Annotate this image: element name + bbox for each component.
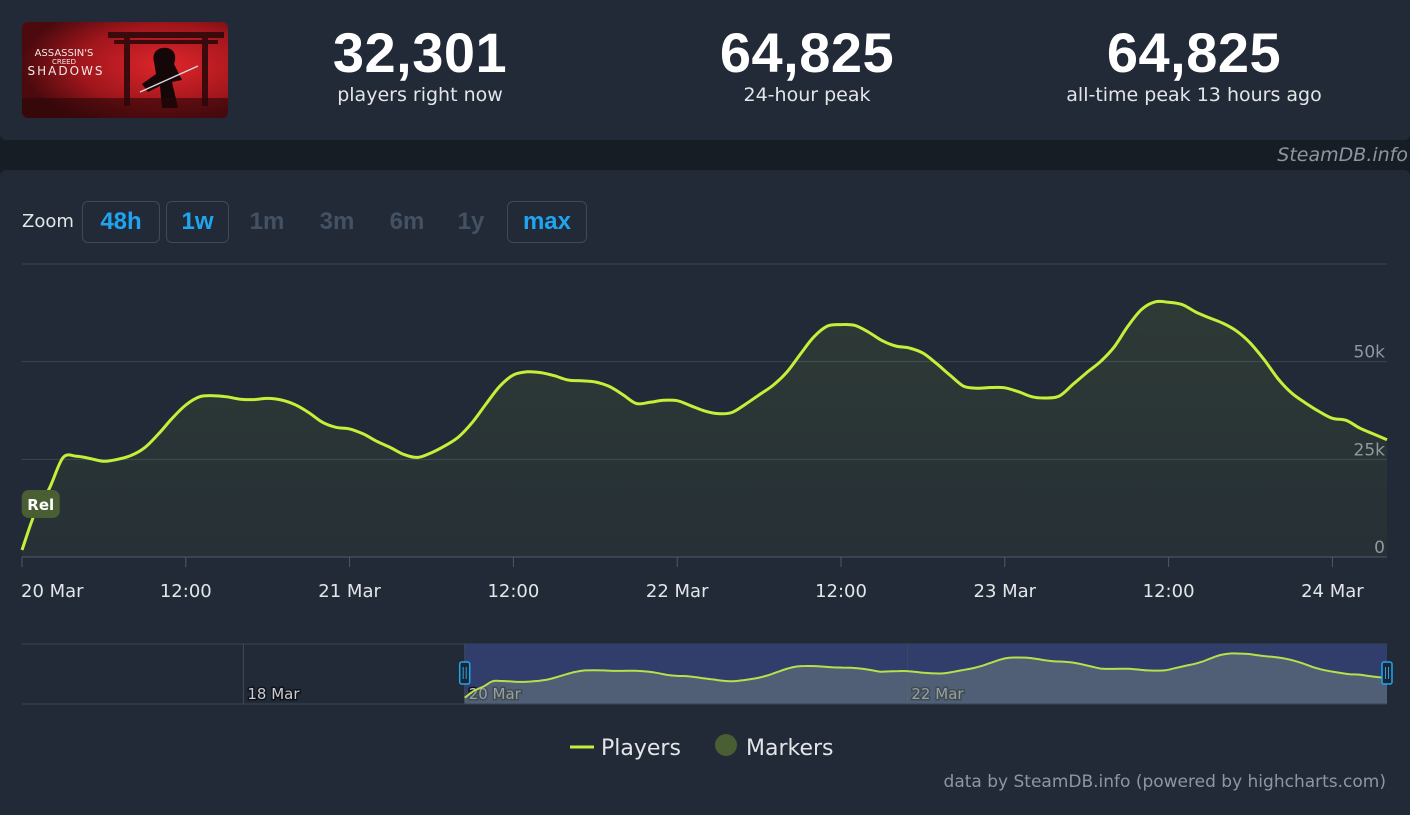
all-time-peak-stat: 64,825 all-time peak 13 hours ago xyxy=(1044,21,1344,107)
zoom-3m-button: 3m xyxy=(319,208,355,235)
zoom-1w-button[interactable]: 1w xyxy=(166,201,229,243)
day-peak-value: 64,825 xyxy=(719,21,895,84)
steamdb-watermark: SteamDB.info xyxy=(1277,144,1408,166)
svg-text:SHADOWS: SHADOWS xyxy=(27,64,104,78)
stats-panel: ASSASSIN'S CREED SHADOWS 32,301 players … xyxy=(0,0,1410,140)
day-peak-stat: 64,825 24-hour peak xyxy=(687,21,927,107)
zoom-6m-button: 6m xyxy=(389,208,425,235)
current-players-stat: 32,301 players right now xyxy=(320,21,520,107)
svg-text:ASSASSIN'S: ASSASSIN'S xyxy=(35,48,94,59)
zoom-label: Zoom xyxy=(22,211,74,232)
zoom-1y-button: 1y xyxy=(457,208,485,235)
current-players-value: 32,301 xyxy=(332,21,508,84)
game-header-image[interactable]: ASSASSIN'S CREED SHADOWS xyxy=(22,22,228,118)
day-peak-label: 24-hour peak xyxy=(743,84,871,106)
credits-link[interactable]: data by SteamDB.info (powered by highcha… xyxy=(943,772,1386,792)
all-time-peak-value: 64,825 xyxy=(1106,21,1282,84)
zoom-48h-button[interactable]: 48h xyxy=(82,201,160,243)
all-time-peak-label: all-time peak 13 hours ago xyxy=(1066,84,1322,106)
chart-panel xyxy=(0,170,1410,815)
zoom-1m-button: 1m xyxy=(249,208,285,235)
game-art-icon: ASSASSIN'S CREED SHADOWS xyxy=(22,22,228,118)
svg-text:CREED: CREED xyxy=(52,58,76,66)
zoom-max-button[interactable]: max xyxy=(507,201,587,243)
current-players-label: players right now xyxy=(337,84,503,106)
